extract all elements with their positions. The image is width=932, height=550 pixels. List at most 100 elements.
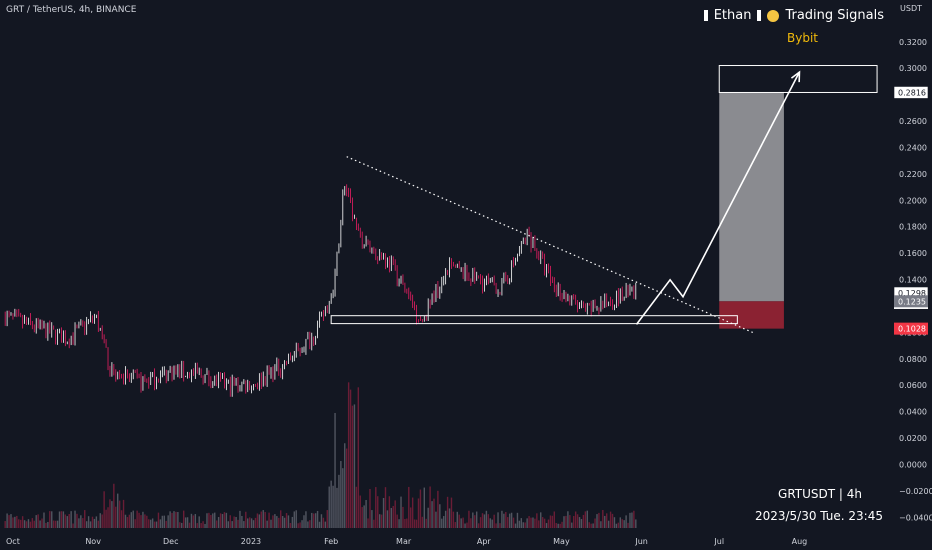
volume-bar xyxy=(264,512,266,528)
volume-bar xyxy=(563,516,565,528)
volume-bar xyxy=(316,510,319,528)
volume-bar xyxy=(283,517,286,528)
volume-bar xyxy=(423,487,426,528)
volume-bar xyxy=(565,515,567,528)
volume-bar xyxy=(545,523,548,528)
target-zone[interactable] xyxy=(719,92,784,302)
volume-bar xyxy=(130,512,133,528)
volume-bar xyxy=(62,511,65,528)
volume-bar xyxy=(66,516,68,528)
volume-bar xyxy=(549,515,552,528)
volume-bar xyxy=(338,474,340,528)
volume-bar xyxy=(318,521,321,528)
bar-icon xyxy=(757,10,762,21)
volume-bar xyxy=(179,522,181,528)
volume-bar xyxy=(136,510,138,528)
author-watermark: Ethan Trading Signals xyxy=(703,8,884,23)
volume-bar xyxy=(165,520,167,528)
volume-bar xyxy=(431,501,433,528)
volume-bar xyxy=(39,520,41,528)
volume-bar xyxy=(190,513,193,528)
price-label-entry xyxy=(894,295,928,308)
y-tick-label: −0.0400 xyxy=(899,513,932,522)
volume-bar xyxy=(600,521,602,528)
volume-bar xyxy=(491,519,493,528)
volume-bar xyxy=(80,515,82,528)
volume-bar xyxy=(126,517,129,528)
volume-bar xyxy=(524,522,526,528)
volume-bar xyxy=(101,514,103,528)
volume-bar xyxy=(609,511,612,528)
volume-bar xyxy=(25,521,28,528)
symbol-title[interactable]: GRT / TetherUS, 4h, BINANCE xyxy=(6,5,137,15)
x-tick-label: Jun xyxy=(634,537,648,546)
volume-bar xyxy=(489,518,491,528)
volume-bar xyxy=(611,513,614,528)
volume-bar xyxy=(159,519,162,528)
volume-bar xyxy=(111,501,113,528)
volume-bar xyxy=(536,513,538,528)
volume-bar xyxy=(223,512,226,528)
volume-bar xyxy=(225,512,228,528)
volume-bar xyxy=(551,515,554,528)
volume-bar xyxy=(115,506,117,528)
volume-bar xyxy=(578,517,581,528)
volume-bar xyxy=(303,515,305,528)
volume-bar xyxy=(214,512,216,528)
volume-bar xyxy=(452,511,455,528)
volume-bar xyxy=(289,522,292,528)
bar-icon xyxy=(703,10,708,21)
volume-bar xyxy=(186,517,189,528)
resistance-trendline[interactable] xyxy=(346,156,756,335)
volume-bar xyxy=(324,521,327,528)
volume-bar xyxy=(351,405,354,528)
target-box[interactable] xyxy=(718,65,878,93)
volume-bar xyxy=(311,512,313,528)
volume-bar xyxy=(406,518,408,528)
volume-bar xyxy=(52,520,55,528)
volume-bar xyxy=(377,496,379,528)
volume-bar xyxy=(89,521,92,528)
volume-bar xyxy=(196,523,198,528)
stop-zone[interactable] xyxy=(719,301,784,329)
y-tick-label: 0.0800 xyxy=(899,355,927,364)
pair-timeframe: GRTUSDT | 4h xyxy=(778,487,862,501)
volume-bar xyxy=(571,522,573,528)
volume-bar xyxy=(543,518,546,528)
volume-bar xyxy=(522,522,524,528)
volume-bar xyxy=(243,521,245,528)
volume-bar xyxy=(373,519,375,528)
price-label-text: 0.2816 xyxy=(898,88,926,97)
volume-bar xyxy=(280,510,282,528)
volume-bar xyxy=(559,523,561,528)
volume-bar xyxy=(155,521,158,528)
volume-bar xyxy=(334,412,336,528)
volume-bar xyxy=(602,510,604,528)
volume-bar xyxy=(198,516,200,528)
y-tick-label: 0.0200 xyxy=(899,434,927,443)
volume-bar xyxy=(411,497,414,528)
support-box[interactable] xyxy=(330,315,738,325)
volume-bar xyxy=(530,517,532,528)
x-tick-label: Nov xyxy=(85,537,101,546)
volume-bar xyxy=(454,522,457,528)
y-tick-label: 0.0000 xyxy=(899,460,927,469)
projection-path[interactable] xyxy=(635,71,801,325)
x-tick-label: Dec xyxy=(163,537,178,546)
y-tick-label: 0.1800 xyxy=(899,223,927,232)
volume-bar xyxy=(607,520,610,528)
volume-bar xyxy=(157,512,160,528)
volume-bar xyxy=(617,522,620,528)
volume-bar xyxy=(400,496,402,528)
volume-bar xyxy=(472,512,474,528)
volume-bar xyxy=(184,517,187,528)
volume-bar xyxy=(93,518,96,528)
volume-bar xyxy=(596,514,598,528)
x-tick-label: Feb xyxy=(324,537,338,546)
drawings[interactable] xyxy=(330,65,878,335)
volume-bar xyxy=(427,507,429,528)
volume-bar xyxy=(217,517,220,528)
volume-bar xyxy=(148,519,150,528)
volume-bar xyxy=(516,512,519,528)
